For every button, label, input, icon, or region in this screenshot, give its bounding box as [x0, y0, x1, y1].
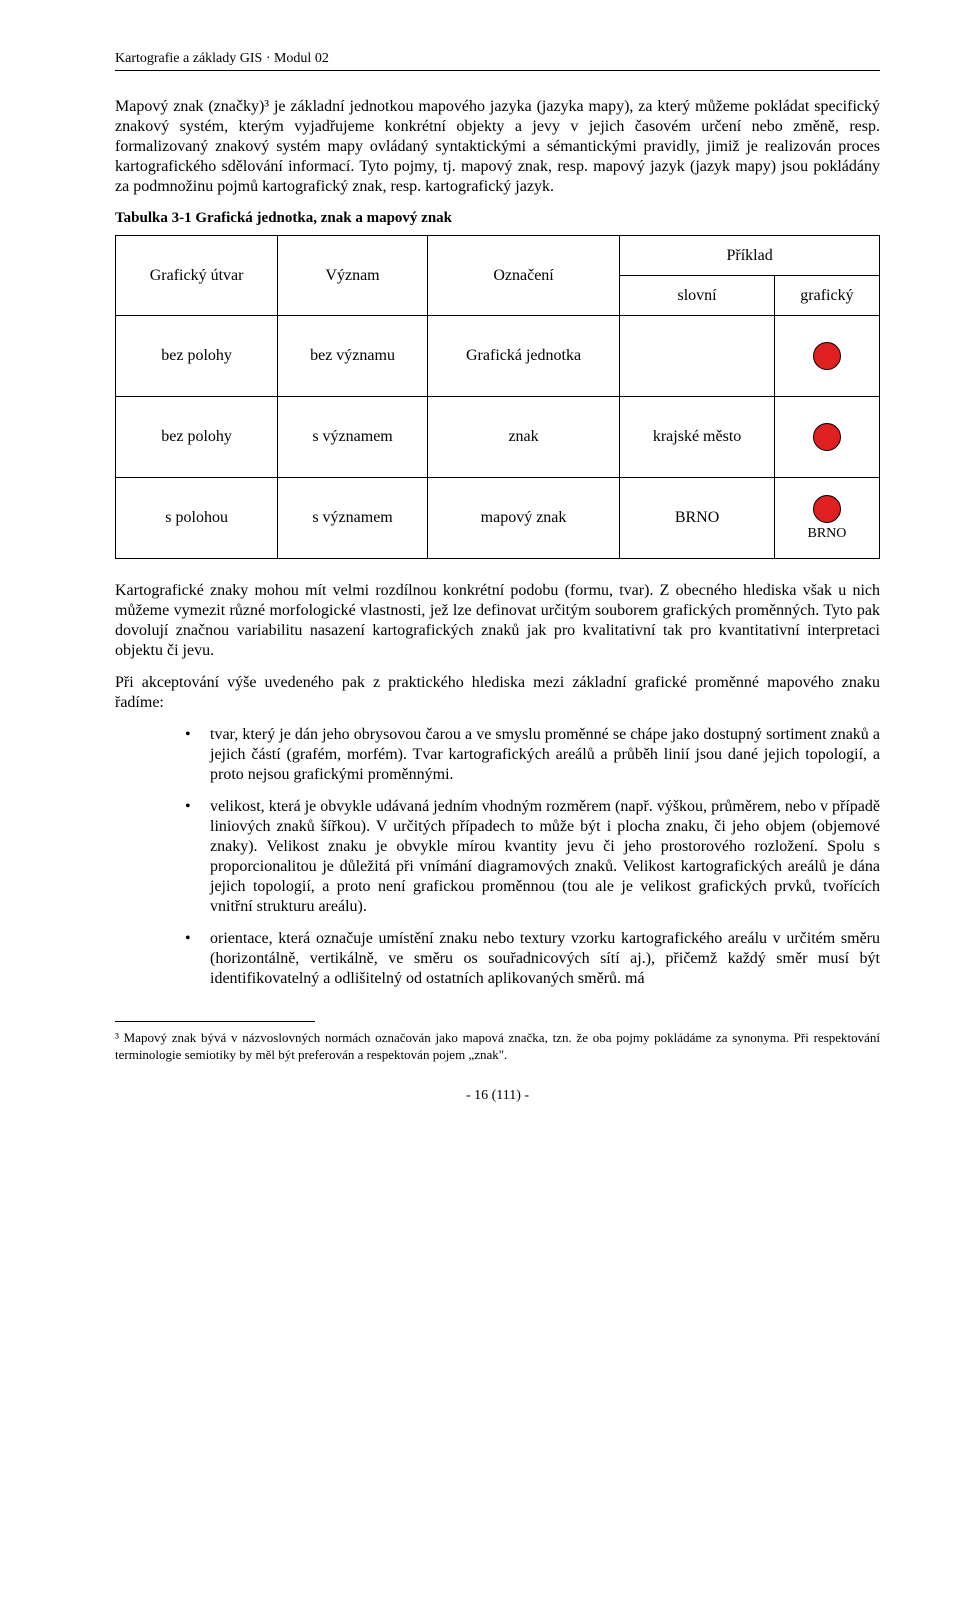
- list-item: velikost, která je obvykle udávaná jední…: [115, 797, 880, 917]
- page-number: - 16 (111) -: [115, 1087, 880, 1105]
- cell: krajské město: [620, 397, 775, 478]
- red-dot-icon: [813, 342, 841, 370]
- red-dot-icon: [813, 423, 841, 451]
- footnote-rule: [115, 1021, 315, 1022]
- th-vyznam: Význam: [278, 236, 428, 316]
- cell: [620, 316, 775, 397]
- cell: Grafická jednotka: [427, 316, 619, 397]
- th-oznaceni: Označení: [427, 236, 619, 316]
- table-row: bez polohy bez významu Grafická jednotka: [116, 316, 880, 397]
- cell: BRNO: [620, 478, 775, 559]
- cell: s významem: [278, 478, 428, 559]
- cell: znak: [427, 397, 619, 478]
- list-item: orientace, která označuje umístění znaku…: [115, 929, 880, 989]
- th-graficky-utvar: Grafický útvar: [116, 236, 278, 316]
- cell: s polohou: [116, 478, 278, 559]
- th-priklad: Příklad: [620, 236, 880, 276]
- table-caption: Tabulka 3-1 Grafická jednotka, znak a ma…: [115, 209, 880, 228]
- table-row: s polohou s významem mapový znak BRNO BR…: [116, 478, 880, 559]
- paragraph-1: Mapový znak (značky)³ je základní jednot…: [115, 97, 880, 197]
- cell-graphic: [774, 316, 879, 397]
- cell: bez polohy: [116, 316, 278, 397]
- th-graficky: grafický: [774, 276, 879, 316]
- cell-graphic: BRNO: [774, 478, 879, 559]
- th-slovni: slovní: [620, 276, 775, 316]
- red-dot-icon: [813, 495, 841, 523]
- bullet-list: tvar, který je dán jeho obrysovou čarou …: [115, 725, 880, 989]
- footnote: ³ Mapový znak bývá v názvoslovných normá…: [115, 1030, 880, 1063]
- list-item: tvar, který je dán jeho obrysovou čarou …: [115, 725, 880, 785]
- cell: s významem: [278, 397, 428, 478]
- cell-graphic: [774, 397, 879, 478]
- dot-label: BRNO: [808, 525, 847, 543]
- page-header: Kartografie a základy GIS · Modul 02: [115, 50, 880, 68]
- table-row: bez polohy s významem znak krajské město: [116, 397, 880, 478]
- paragraph-2: Kartografické znaky mohou mít velmi rozd…: [115, 581, 880, 661]
- paragraph-3: Při akceptování výše uvedeného pak z pra…: [115, 673, 880, 713]
- header-rule: [115, 70, 880, 71]
- cell: mapový znak: [427, 478, 619, 559]
- definition-table: Grafický útvar Význam Označení Příklad s…: [115, 235, 880, 559]
- cell: bez polohy: [116, 397, 278, 478]
- cell: bez významu: [278, 316, 428, 397]
